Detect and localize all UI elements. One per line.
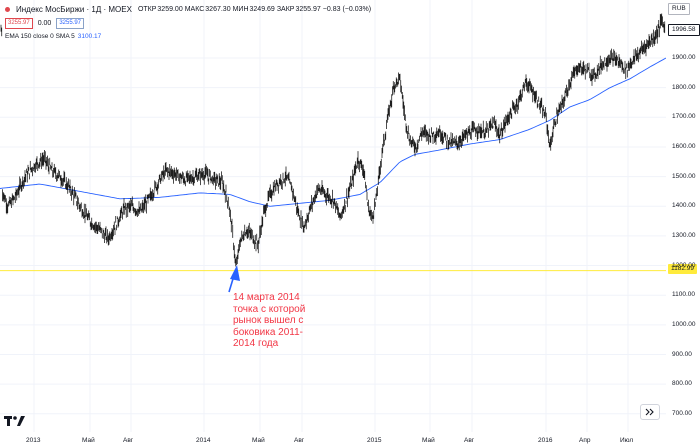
price-axis-label: 1700.00 xyxy=(672,113,696,121)
time-axis-label: Июл xyxy=(620,437,634,444)
price-axis-label: 1000.00 xyxy=(672,320,696,328)
price-axis-label: 1900.00 xyxy=(672,54,696,61)
spread-value: 0.00 xyxy=(37,20,52,27)
price-axis-label: 1800.00 xyxy=(672,83,696,91)
chart-grid xyxy=(0,0,666,432)
change-stat: −0.83 (−0.03%) xyxy=(322,6,372,13)
time-axis-label: 2015 xyxy=(367,437,382,444)
candles-series xyxy=(0,13,666,267)
time-axis-label: 2014 xyxy=(196,437,211,444)
symbol-title[interactable]: Индекс МосБиржи · 1Д · MOEX xyxy=(16,5,132,14)
tradingview-logo-icon[interactable] xyxy=(4,414,26,433)
ema-line xyxy=(0,57,666,207)
time-axis-label: Май xyxy=(82,437,95,444)
chart-area[interactable] xyxy=(0,0,666,432)
price-chart[interactable] xyxy=(0,0,666,432)
time-axis-label: 2016 xyxy=(538,437,553,444)
annotation-line: рынок вышел с xyxy=(233,315,304,326)
price-axis-label: 1100.00 xyxy=(672,291,696,299)
time-axis-label: 2013 xyxy=(26,437,41,444)
indicator-label: EMA 150 close 0 SMA 5 xyxy=(5,33,75,40)
price-axis-label: 800.00 xyxy=(672,380,692,388)
time-axis-label: Апр xyxy=(579,437,591,444)
price-axis-label: 1500.00 xyxy=(672,172,696,180)
double-chevron-right-icon xyxy=(645,408,654,416)
quote-row: 3255.97 0.00 3255.97 xyxy=(5,18,85,29)
time-axis-label: Авг xyxy=(123,437,134,444)
legend-header: Индекс МосБиржи · 1Д · MOEX ОТКР3259.00 … xyxy=(5,5,373,14)
price-axis-label: 900.00 xyxy=(672,350,692,358)
annotation-text[interactable]: 14 марта 2014 точка с которой рынок выше… xyxy=(233,292,305,350)
price-axis-label: 700.00 xyxy=(672,409,692,417)
symbol-logo-icon xyxy=(5,7,10,12)
horizontal-line-price-label: 1182.99 xyxy=(668,264,698,274)
price-axis-label: 1300.00 xyxy=(672,231,696,239)
price-axis-label: 1200.00 xyxy=(672,261,696,269)
annotation-arrow xyxy=(228,265,240,293)
currency-label[interactable]: RUB xyxy=(668,3,690,15)
high-stat: МАКС3267.30 xyxy=(184,6,231,13)
buy-price-button[interactable]: 3255.97 xyxy=(56,18,85,29)
time-axis-label: Авг xyxy=(464,437,475,444)
annotation-line: точка с которой xyxy=(233,303,306,315)
close-stat: ЗАКР3255.97 xyxy=(276,6,321,13)
last-price-label: 1996.58 xyxy=(668,24,700,36)
time-axis-label: Май xyxy=(422,437,435,444)
annotation-line: 14 марта 2014 xyxy=(233,292,300,303)
annotation-line: 2014 года xyxy=(233,338,279,349)
low-stat: МИН3249.69 xyxy=(232,6,275,13)
price-axis-label: 1400.00 xyxy=(672,202,696,210)
price-axis-label: 1600.00 xyxy=(672,142,696,150)
time-axis-label: Май xyxy=(252,437,265,444)
open-stat: ОТКР3259.00 xyxy=(137,6,183,13)
annotation-line: боковика 2011- xyxy=(233,326,304,338)
indicator-legend[interactable]: EMA 150 close 0 SMA 5 3100.17 xyxy=(5,33,101,40)
scroll-to-realtime-button[interactable] xyxy=(640,404,660,420)
sell-price-button[interactable]: 3255.97 xyxy=(5,18,33,29)
indicator-value: 3100.17 xyxy=(77,33,102,40)
time-axis-label: Авг xyxy=(294,437,305,444)
